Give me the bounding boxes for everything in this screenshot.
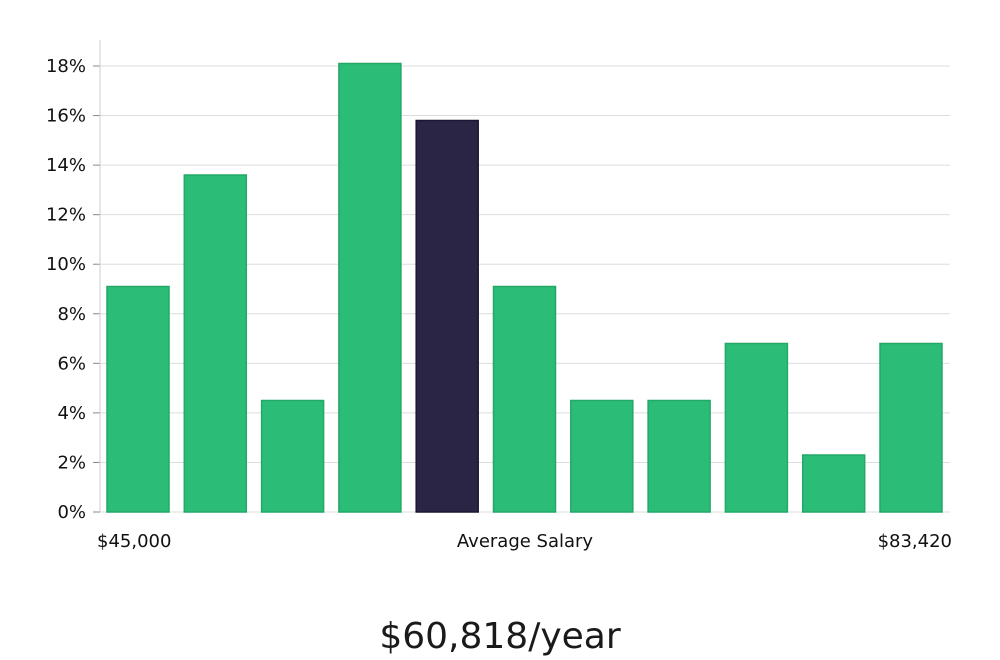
x-min-label: $45,000 [97,531,171,552]
bar [492,285,557,513]
bar [647,399,711,513]
y-tick-label: 0% [57,502,86,523]
y-axis-ticks: 0% 2% 4% 6% 8% 10% 12% 14% 16% 18% [46,56,100,523]
bar [724,342,789,513]
bar [260,399,325,513]
average-salary-value: $60,818/year [379,616,621,657]
y-tick-label: 4% [57,403,86,424]
y-tick-label: 18% [46,56,86,77]
bar [106,285,170,513]
y-tick-label: 8% [57,304,86,325]
bar [338,62,402,513]
y-tick-label: 16% [46,106,86,127]
x-max-label: $83,420 [878,531,952,552]
bar [801,454,866,513]
bar [183,174,248,513]
y-tick-label: 14% [46,155,86,176]
y-tick-label: 10% [46,254,86,275]
x-center-label: Average Salary [457,531,594,552]
y-tick-label: 6% [57,353,86,374]
bar-average-salary [415,119,479,513]
bars [106,62,943,513]
y-tick-label: 2% [57,452,86,473]
y-tick-label: 12% [46,205,86,226]
bar [879,342,943,513]
bar [570,399,634,513]
